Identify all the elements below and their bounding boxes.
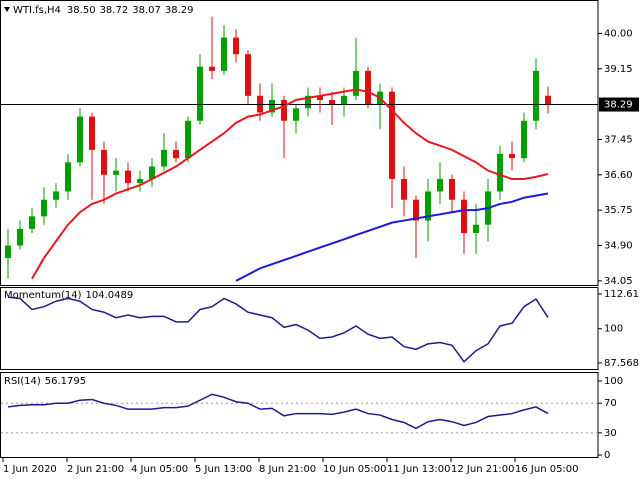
momentum-header: Momentum(14) 104.0489	[4, 290, 133, 301]
candle-body	[473, 224, 479, 234]
candle-body	[533, 70, 539, 121]
momentum-value: 104.0489	[86, 290, 134, 301]
current-price-label: 38.29	[604, 100, 633, 111]
candle-body	[5, 245, 11, 258]
candle-body	[17, 228, 23, 246]
candle-body	[293, 108, 299, 121]
candle-body	[497, 154, 503, 192]
indicator-line	[31, 88, 549, 280]
x-tick-label: 8 Jun 21:00	[259, 464, 316, 475]
x-tick-label: 12 Jun 21:00	[451, 464, 515, 475]
candle-body	[317, 95, 323, 100]
y-tick-label: 39.15	[604, 64, 633, 75]
y-tick-label: 40.00	[604, 28, 633, 39]
symbol: WTI.fs,H4	[13, 5, 61, 16]
candle-body	[53, 191, 59, 200]
candle-body	[221, 37, 227, 71]
indicator-line	[7, 393, 549, 430]
y-tick-label: 0	[604, 450, 610, 461]
candle-body	[413, 199, 419, 221]
chart-header: WTI.fs,H4 38.50 38.72 38.07 38.29	[13, 5, 193, 16]
y-tick-label: 30	[604, 428, 617, 439]
close-label: 38.29	[165, 5, 194, 16]
momentum-title: Momentum(14)	[4, 290, 82, 301]
candle-body	[113, 170, 119, 175]
open-label: 38.50	[67, 5, 96, 16]
candle-body	[173, 149, 179, 159]
candle-body	[389, 91, 395, 179]
rsi-header: RSI(14) 56.1795	[4, 376, 86, 387]
high-label: 38.72	[100, 5, 129, 16]
candle-body	[281, 99, 287, 121]
y-tick-label: 34.05	[604, 276, 633, 287]
candle-body	[101, 149, 107, 175]
x-tick-label: 2 Jun 21:00	[67, 464, 124, 475]
candle-body	[209, 66, 215, 71]
candle-body	[161, 149, 167, 167]
candle-body	[137, 178, 143, 184]
current-price-tag	[599, 97, 639, 112]
dropdown-icon	[4, 7, 10, 12]
low-label: 38.07	[132, 5, 161, 16]
candle-body	[269, 99, 275, 113]
candle-body	[509, 154, 515, 159]
candle-body	[461, 199, 467, 234]
y-tick-label: 37.45	[604, 134, 633, 145]
candle-body	[29, 216, 35, 229]
candle-body	[89, 116, 95, 150]
main-panel-frame	[0, 0, 599, 286]
indicator-line	[235, 192, 549, 282]
y-tick-label: 112.6155	[604, 289, 640, 300]
candle-body	[197, 66, 203, 121]
candle-body	[233, 37, 239, 55]
candle-body	[401, 178, 407, 200]
candle-body	[545, 95, 551, 105]
y-tick-label: 34.90	[604, 240, 633, 251]
indicator-line	[7, 296, 549, 363]
y-tick-label: 100	[604, 324, 623, 335]
candle-body	[341, 95, 347, 105]
y-tick-label: 87.5683	[604, 358, 640, 369]
x-tick-label: 4 Jun 05:00	[131, 464, 188, 475]
candle-body	[185, 120, 191, 159]
candle-body	[353, 70, 359, 96]
rsi-value: 56.1795	[45, 376, 86, 387]
candle-body	[65, 162, 71, 192]
candle-body	[125, 170, 131, 184]
candle-body	[305, 95, 311, 109]
rsi-title: RSI(14)	[4, 376, 41, 387]
x-tick-label: 11 Jun 13:00	[387, 464, 451, 475]
x-tick-label: 5 Jun 13:00	[195, 464, 252, 475]
y-tick-label: 100	[604, 376, 623, 387]
candle-body	[245, 54, 251, 96]
candle-body	[521, 120, 527, 159]
x-tick-label: 10 Jun 05:00	[323, 464, 387, 475]
candle-body	[437, 178, 443, 192]
rsi-panel-frame	[0, 372, 599, 458]
candle-body	[449, 178, 455, 200]
candle-body	[329, 99, 335, 105]
candle-body	[425, 191, 431, 221]
candle-body	[365, 70, 371, 105]
y-tick-label: 36.60	[604, 170, 633, 181]
candle-body	[41, 199, 47, 217]
x-tick-label: 1 Jun 2020	[3, 464, 57, 475]
candle-body	[149, 166, 155, 179]
candle-body	[77, 116, 83, 163]
y-tick-label: 35.75	[604, 205, 633, 216]
y-tick-label: 70	[604, 398, 617, 409]
x-tick-label: 16 Jun 05:00	[515, 464, 579, 475]
